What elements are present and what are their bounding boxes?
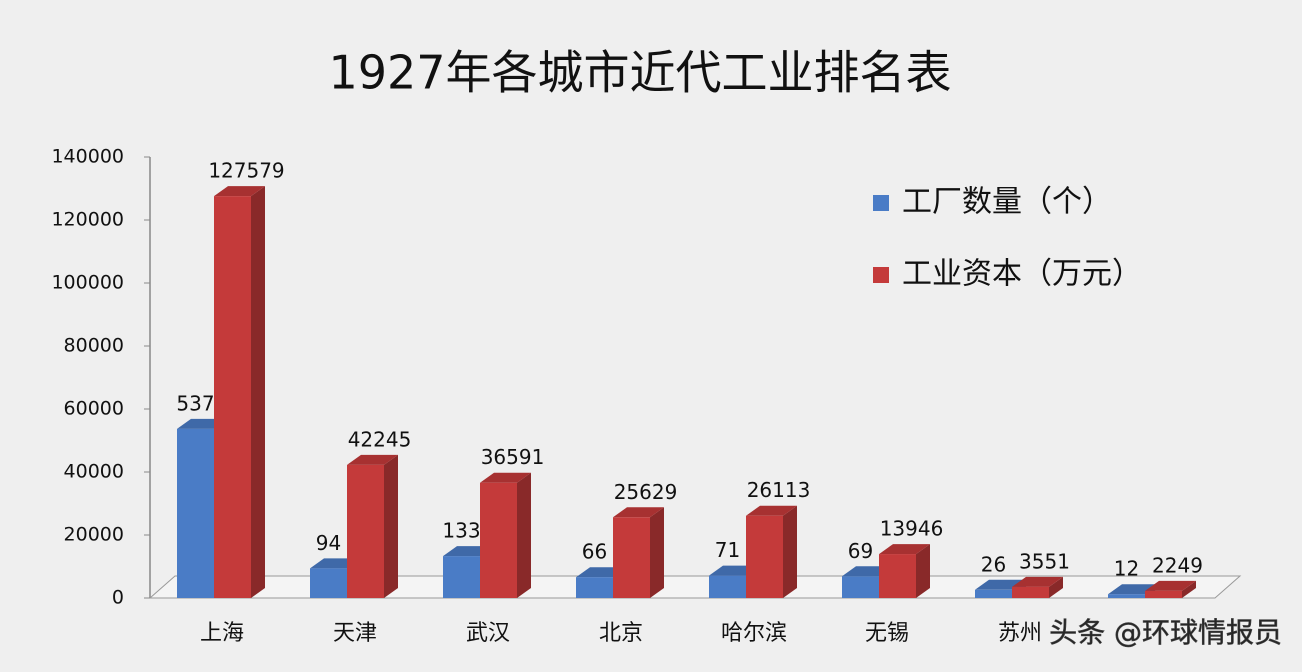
value-label: 2249 [1152,553,1203,577]
bar [576,577,613,598]
value-label: 133 [442,519,480,543]
value-label: 3551 [1019,549,1070,573]
bar-top [480,472,531,483]
bar-side [783,505,797,598]
y-tick-label: 60000 [64,398,124,420]
bar [480,482,517,598]
bar-top [214,186,265,197]
bar-side [916,544,930,598]
value-label: 13946 [880,517,944,541]
watermark: 头条 @环球情报员 [1049,616,1282,649]
bar-side [251,186,265,598]
bar [347,464,384,598]
y-tick-label: 40000 [64,461,124,483]
legend-swatch [873,195,889,211]
value-label: 94 [316,531,341,555]
bar-top [613,507,664,518]
bar [613,517,650,598]
bar-side [384,454,398,598]
bar [214,196,251,598]
value-label: 66 [582,540,607,564]
value-label: 127579 [208,159,284,183]
bar [975,589,1012,598]
bar-side [650,507,664,598]
bar [1145,590,1182,598]
value-label: 26 [981,552,1006,576]
x-tick-label: 北京 [599,621,643,646]
value-label: 25629 [614,480,678,504]
bar-side [517,472,531,598]
x-tick-label: 苏州 [998,621,1042,646]
y-tick-label: 140000 [51,146,124,168]
value-label: 42245 [348,427,412,451]
y-tick-label: 80000 [64,335,124,357]
y-tick-label: 20000 [64,524,124,546]
bar [1108,594,1145,598]
y-tick-label: 0 [112,587,124,609]
legend-label: 工业资本（万元） [902,257,1142,292]
y-tick-label: 120000 [51,209,124,231]
bar [1012,586,1049,598]
legend-swatch [873,267,889,283]
value-label: 537 [176,391,214,415]
bar-top [879,544,930,555]
bar [443,556,480,598]
y-tick-label: 100000 [51,272,124,294]
bar-top [746,505,797,516]
bar [177,428,214,598]
bar-side [1049,576,1063,598]
legend-label: 工厂数量（个） [902,185,1112,220]
bar [709,575,746,598]
value-label: 71 [715,538,740,562]
bar [746,515,783,598]
x-tick-label: 哈尔滨 [721,621,787,646]
bar-top [347,454,398,465]
bar [310,568,347,598]
value-label: 69 [848,539,873,563]
value-label: 12 [1114,557,1139,581]
x-tick-label: 武汉 [466,621,510,646]
chart-title: 1927年各城市近代工业排名表 [328,46,951,100]
x-tick-label: 天津 [333,621,377,646]
value-label: 26113 [747,478,811,502]
bar-top [1012,576,1063,587]
bar-top [1145,580,1196,591]
bar [842,576,879,598]
bar [879,554,916,598]
x-tick-label: 上海 [200,621,244,646]
value-label: 36591 [481,445,545,469]
x-tick-label: 无锡 [865,621,909,646]
bar-side [1182,580,1196,598]
